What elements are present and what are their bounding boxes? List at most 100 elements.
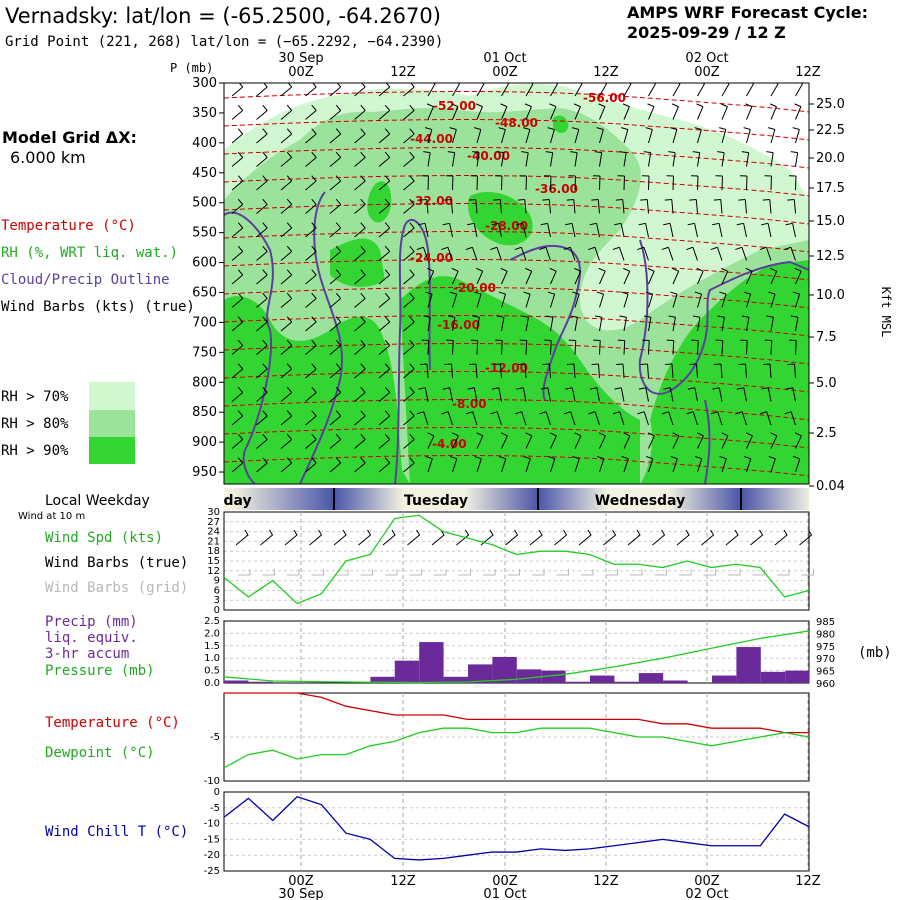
isotherm-line [224,91,809,113]
wind-barb [476,432,484,449]
wind-barb-flag [238,83,244,88]
wind-barb-staff [623,435,631,449]
wind-barb-staff [599,340,601,355]
wind-barb [419,199,429,214]
wind-barb [403,245,415,261]
dewpoint-line [223,727,810,769]
wind-barb-flag [687,387,695,390]
wind-barb-flag [262,198,268,205]
wind-barb-flag [427,432,435,437]
wind-barb-flag [766,315,774,318]
wind-barb-staff [423,411,429,426]
wind-barb [717,151,725,167]
wind-barb-staff [476,293,482,308]
pressure-line [223,630,810,684]
wind-barb-flag [409,292,415,299]
wind-barb [280,363,293,379]
wind-barb-flag [262,245,268,252]
wind-barb-staff [378,415,391,426]
pressure-tick-label: 950 [192,465,217,480]
wind-barb [256,128,268,144]
wind-barb [614,222,625,238]
wind-barb-staff [256,180,268,191]
wind-barb-staff [524,199,527,214]
wind-barb [616,363,625,379]
wind-barb [305,151,317,167]
wind-barb [305,410,317,426]
wind-barb [403,198,415,214]
wind-barb [741,315,750,332]
wind-barb-staff [648,152,652,167]
wind-barb-grid [703,569,716,576]
wind-barb-flag [694,291,702,295]
wind-barb [280,410,293,426]
wind-barb-flag [360,386,366,393]
wind-barb-flag [409,151,415,158]
wind-barb-staff [599,152,603,167]
wind-barb [256,222,268,238]
wind-barb-staff [449,387,453,402]
wind-barb [615,199,625,214]
wind-barb-flag [612,246,620,251]
wind-barb-staff [672,435,680,449]
wind-barb-staff [354,274,366,285]
legend-rh: RH (%, WRT liq. wat.) [1,245,178,261]
wind-barb [354,83,366,97]
wind-barb [640,363,649,379]
wind-barb-staff [329,86,342,97]
wind-barb-staff [473,223,478,238]
wind-barb-staff [795,458,801,473]
cloud-outline [299,191,343,484]
wind-barb-staff [697,271,704,285]
wind-barb [696,432,704,449]
wind-barb-flag [596,291,604,295]
wind-barb-staff [620,223,625,238]
wind-barb-flag [360,339,366,346]
wind-barb [666,175,674,191]
wind-barb-flag [262,128,268,135]
wind-barb [689,199,698,214]
wind-barb-staff [770,293,776,308]
wind-barb-flag [237,433,244,440]
wind-barb-staff [521,411,527,426]
wind-barb [231,245,244,261]
wind-barb-staff [550,129,555,144]
wind-barb-staff [574,271,582,285]
wind-barb [403,292,415,308]
wind-barb [790,151,799,167]
wind-barb-flag [360,104,366,111]
wind-barb [305,222,317,238]
wind-barb-flag [517,199,525,201]
wind-barb-staff [744,199,747,214]
precip-label: Precip (mm) [45,614,138,630]
wind-barb-staff [574,106,581,120]
wind-barb-flag [545,315,554,318]
wind-barb-flag [418,222,426,226]
wind-barb [280,457,293,473]
chill-tick-label: -10 [204,819,220,830]
wind-barb [329,316,342,332]
wind-barb [490,246,502,261]
isotherm-label: -20.00 [453,281,496,295]
wind-barb-staff [354,204,366,214]
wind-barb-staff [548,199,551,214]
wind-barb-grid [409,569,422,576]
temp-tick-label: -10 [204,776,220,787]
wind-barb [570,315,578,332]
precip-bar [736,647,761,683]
isotherm-label: -28.00 [485,219,528,233]
pressure-tick-label: 350 [192,106,217,121]
wind-barb-staff [256,415,268,426]
wind-barb-flag [614,222,622,226]
wind-barb [329,410,342,426]
pressure-tick-label: 850 [192,405,217,420]
wind-barb-flag [335,316,342,323]
wind-barb-flag [490,411,498,415]
wind-barb [403,386,415,402]
wind-barb-staff [280,321,293,332]
wind-barb-flag [491,222,499,226]
wind-chill-frame [223,791,810,872]
wind-barb-flag [686,411,694,415]
wind-barb [696,267,704,285]
wind-barb-flag [447,151,455,154]
